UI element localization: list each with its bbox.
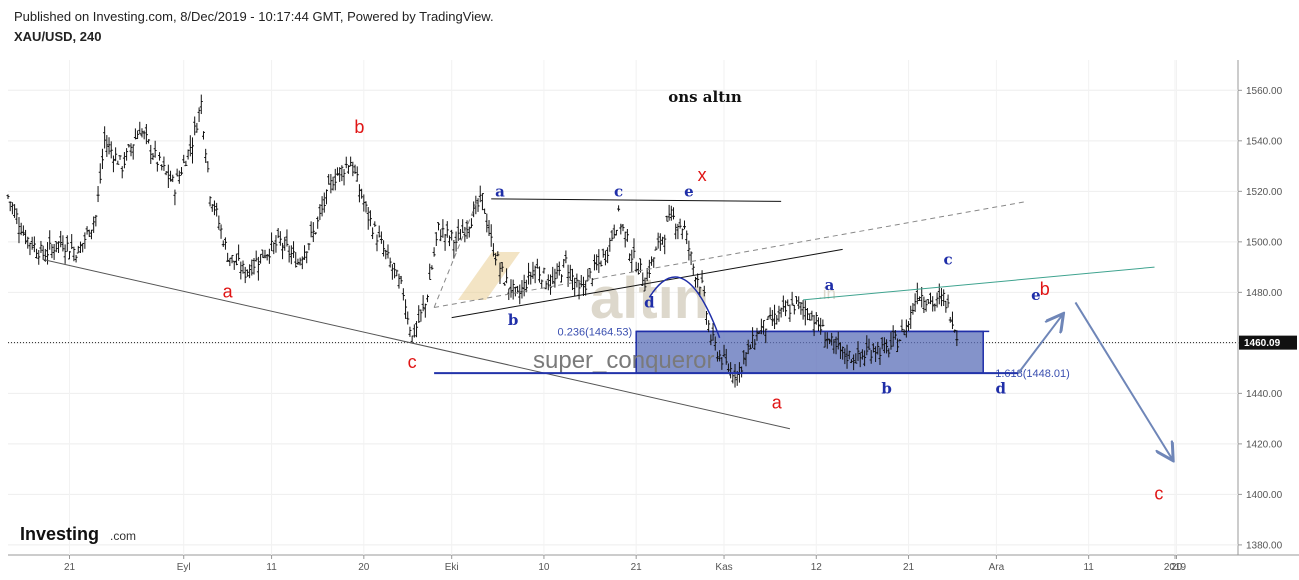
x-tick-label: 12	[811, 562, 823, 573]
wave-label-c: c	[944, 251, 953, 269]
x-tick-label: 2019	[1164, 562, 1187, 573]
fib-zone-rect	[635, 330, 984, 374]
x-tick-label: 20	[1171, 562, 1183, 573]
wave-label-e: e	[1031, 286, 1041, 304]
trend-line	[434, 200, 1028, 308]
watermark-user: super_conqueror	[533, 347, 714, 374]
y-tick-label: 1480.00	[1246, 288, 1283, 299]
wave-label-b: b	[1040, 279, 1050, 299]
wave-label-b: b	[881, 379, 892, 397]
fib-level-label: 0.236(1464.53)	[558, 326, 633, 338]
wave-label-b: b	[354, 117, 364, 137]
plot-frame	[8, 60, 1299, 556]
y-tick-label: 1540.00	[1246, 136, 1283, 147]
x-tick-label: 11	[1083, 562, 1094, 573]
grid	[8, 60, 1238, 555]
x-tick-label: 21	[903, 562, 915, 573]
current-price-tag	[1239, 335, 1297, 350]
y-tick-label: 1500.00	[1246, 237, 1283, 248]
symbol-label: XAU/USD, 240	[14, 29, 102, 44]
wave-labels: b a c x a b c a b c d e a b c e d	[223, 117, 1164, 503]
trend-line	[451, 248, 843, 319]
logo-name: Investing	[20, 524, 99, 544]
wave-label-c: c	[1154, 483, 1163, 503]
published-info: Published on Investing.com, 8/Dec/2019 -…	[14, 9, 494, 24]
wave-label-c: c	[614, 182, 623, 200]
watermark-mark	[458, 252, 520, 300]
wave-label-c: c	[408, 352, 417, 372]
trend-line	[491, 198, 782, 202]
investing-logo: Investing .com	[20, 524, 136, 544]
arc-line	[648, 276, 721, 339]
y-tick-label: 1400.00	[1246, 490, 1283, 501]
current-price-label: 1460.09	[1244, 338, 1281, 349]
fib-zone: 0.236(1464.53) 1.618(1448.01)	[558, 326, 1070, 380]
x-tick-label: 21	[631, 562, 643, 573]
wave-label-d: d	[996, 379, 1007, 397]
x-tick-label: 20	[358, 562, 370, 573]
x-tick-label: Eyl	[177, 562, 191, 573]
wave-label-a: a	[772, 393, 783, 413]
y-tick-label: 1560.00	[1246, 86, 1283, 97]
wave-label-a: a	[223, 281, 234, 301]
chart-title: ons altın	[668, 88, 742, 106]
projection-arrow	[1074, 301, 1172, 459]
wave-label-x: x	[698, 165, 707, 185]
x-tick-label: Eki	[445, 562, 459, 573]
logo-suffix: .com	[110, 529, 136, 543]
trend-line	[433, 198, 479, 308]
trend-line	[43, 259, 791, 430]
trend-line	[803, 266, 1155, 301]
x-tick-label: 10	[538, 562, 550, 573]
axes: 1560.00 1540.00 1520.00 1500.00 1480.00 1460.…	[64, 86, 1297, 573]
wave-label-e: e	[684, 182, 694, 200]
projection-arrow	[1017, 315, 1062, 374]
y-tick-label: 1380.00	[1246, 540, 1283, 551]
x-tick-label: Kas	[715, 562, 732, 573]
fib-level-label: 1.618(1448.01)	[995, 368, 1070, 380]
candles	[6, 94, 959, 388]
y-tick-label: 1420.00	[1246, 439, 1283, 450]
wave-label-a: a	[495, 182, 505, 200]
y-tick-label: 1440.00	[1246, 389, 1283, 400]
wave-label-d: d	[644, 294, 655, 312]
x-tick-label: 11	[266, 562, 277, 573]
chart-header: Published on Investing.com, 8/Dec/2019 -…	[14, 6, 494, 46]
y-tick-label: 1520.00	[1246, 187, 1283, 198]
x-tick-label: 21	[64, 562, 76, 573]
trend-lines	[43, 198, 1172, 459]
x-tick-label: Ara	[989, 562, 1005, 573]
wave-label-a: a	[825, 276, 835, 294]
wave-label-b: b	[508, 311, 519, 329]
